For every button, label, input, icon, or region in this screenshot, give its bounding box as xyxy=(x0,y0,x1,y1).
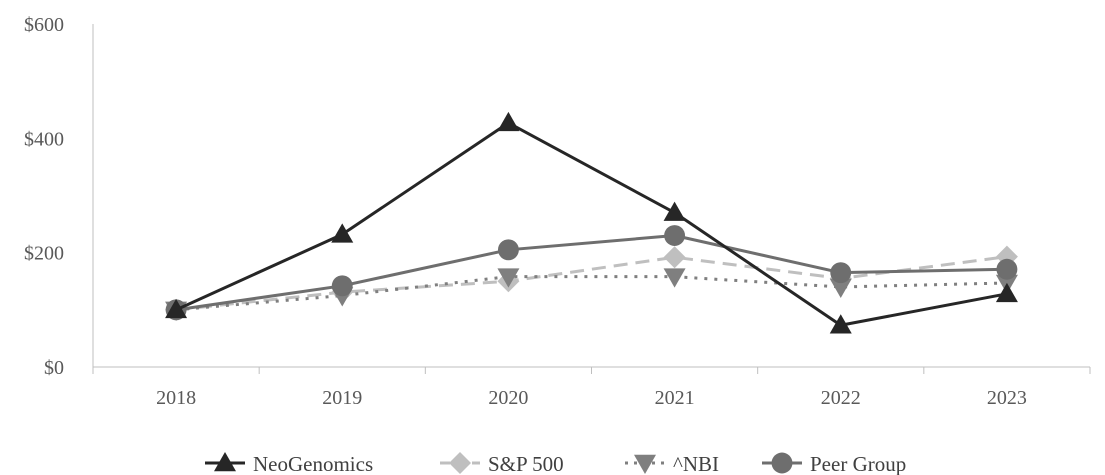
data-point xyxy=(663,246,686,269)
legend-item: ^NBI xyxy=(625,452,719,475)
data-point xyxy=(663,268,686,288)
data-point xyxy=(331,275,353,297)
y-tick-label: $400 xyxy=(24,128,64,150)
data-point xyxy=(829,278,852,298)
legend-marker xyxy=(449,452,471,474)
x-tick-label: 2022 xyxy=(821,387,861,409)
x-tick-label: 2018 xyxy=(156,387,196,409)
legend-label: ^NBI xyxy=(673,452,719,475)
x-tick-label: 2020 xyxy=(488,387,528,409)
legend-label: Peer Group xyxy=(810,452,906,475)
y-axis-ticks: $0 $200 $400 $600 xyxy=(24,14,64,379)
series-line xyxy=(175,255,1008,312)
series-line xyxy=(175,234,1007,312)
data-point xyxy=(331,223,354,243)
data-point xyxy=(497,239,519,261)
x-tick-label: 2019 xyxy=(322,387,362,409)
legend-item: S&P 500 xyxy=(440,452,564,475)
legend-label: NeoGenomics xyxy=(253,452,373,475)
series-group xyxy=(165,111,1018,334)
series-peer-group xyxy=(165,225,1018,321)
legend-label: S&P 500 xyxy=(488,452,564,475)
legend-marker xyxy=(634,454,656,474)
data-point xyxy=(996,258,1018,280)
data-point xyxy=(995,282,1018,303)
data-point xyxy=(664,225,686,246)
legend-item: NeoGenomics xyxy=(205,452,373,475)
x-tick-label: 2021 xyxy=(655,387,695,409)
data-point xyxy=(829,314,852,334)
data-point xyxy=(497,111,520,132)
x-tick-label: 2023 xyxy=(987,387,1027,409)
x-axis-ticks: 2018 2019 2020 2021 2022 2023 xyxy=(92,367,1091,409)
legend-marker xyxy=(771,452,793,474)
legend-marker xyxy=(214,452,236,472)
data-point xyxy=(497,268,520,288)
axes xyxy=(92,24,1090,368)
y-tick-label: $200 xyxy=(24,243,64,265)
series--nbi xyxy=(165,268,1018,321)
y-tick-label: $0 xyxy=(44,357,64,379)
series-neogenomics xyxy=(165,111,1018,334)
legend-item: Peer Group xyxy=(762,452,906,475)
series-line xyxy=(175,121,1008,327)
legend: NeoGenomics S&P 500 ^NBI Peer Group xyxy=(205,452,906,475)
data-point xyxy=(830,262,852,284)
data-point xyxy=(663,201,686,221)
data-point xyxy=(165,298,188,319)
y-tick-label: $600 xyxy=(24,14,64,36)
